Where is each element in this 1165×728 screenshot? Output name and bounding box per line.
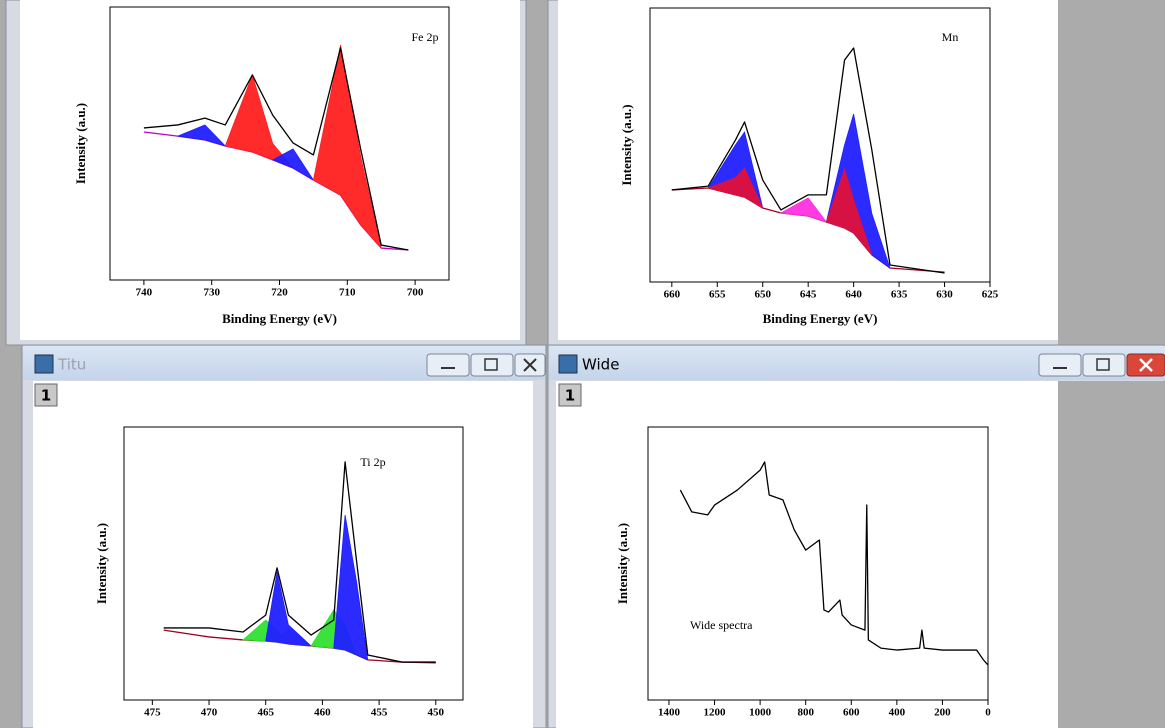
x-tick-label: 0 <box>985 707 991 719</box>
spectrum-line <box>143 47 409 251</box>
x-tick-label: 720 <box>271 287 288 299</box>
maximize-icon <box>484 358 498 371</box>
window-title: Titu <box>57 356 86 374</box>
minimize-button[interactable] <box>426 353 470 377</box>
x-axis-label: Binding Energy (eV) <box>222 311 337 326</box>
maximize-button[interactable] <box>1082 353 1126 377</box>
plot-frame <box>647 426 989 701</box>
window-content <box>556 381 1058 728</box>
x-tick-label: 465 <box>257 707 274 719</box>
window-title: Wide <box>582 356 619 374</box>
spectrum-line <box>163 461 436 663</box>
minimize-button[interactable] <box>1038 353 1082 377</box>
spectrum-line <box>671 47 945 274</box>
workspace <box>1058 0 1165 345</box>
window-content <box>33 381 533 728</box>
x-tick-label: 460 <box>314 707 331 719</box>
x-tick-label: 730 <box>203 287 220 299</box>
window-icon <box>558 354 578 374</box>
window-icon <box>34 354 54 374</box>
x-tick-label: 475 <box>144 707 161 719</box>
maximize-button[interactable] <box>470 353 514 377</box>
plot-frame <box>649 7 991 283</box>
x-tick-label: 450 <box>428 707 445 719</box>
y-axis-label: Intensity (a.u.) <box>619 104 634 185</box>
x-tick-label: 800 <box>797 707 814 719</box>
x-tick-label: 710 <box>339 287 356 299</box>
page-badge-label: 1 <box>41 387 51 405</box>
close-icon <box>1139 358 1153 372</box>
x-tick-label: 630 <box>936 289 953 301</box>
workspace <box>1058 381 1165 728</box>
annotation: Wide spectra <box>690 618 753 632</box>
annotation: Mn <box>942 30 959 44</box>
x-tick-label: 470 <box>201 707 218 719</box>
y-axis-label: Intensity (a.u.) <box>73 103 88 184</box>
x-tick-label: 200 <box>934 707 951 719</box>
y-axis-label: Intensity (a.u.) <box>94 523 109 604</box>
annotation: Fe 2p <box>412 30 439 44</box>
x-tick-label: 1400 <box>658 707 681 719</box>
x-tick-label: 635 <box>891 289 908 301</box>
maximize-icon <box>1096 358 1110 371</box>
component-peak <box>825 167 873 256</box>
x-tick-label: 740 <box>136 287 153 299</box>
x-tick-label: 455 <box>371 707 388 719</box>
component-peak <box>312 44 382 250</box>
component-peak <box>333 514 369 661</box>
page-badge[interactable] <box>34 383 58 407</box>
x-tick-label: 655 <box>709 289 726 301</box>
plot-frame <box>123 426 464 701</box>
x-tick-label: 700 <box>407 287 424 299</box>
x-tick-label: 1200 <box>704 707 727 719</box>
window-content <box>20 0 520 340</box>
y-axis-label: Intensity (a.u.) <box>615 523 630 604</box>
x-tick-label: 400 <box>889 707 906 719</box>
x-tick-label: 640 <box>845 289 862 301</box>
component-peak <box>706 167 764 210</box>
x-tick-label: 1000 <box>749 707 772 719</box>
x-tick-label: 600 <box>843 707 860 719</box>
x-tick-label: 660 <box>664 289 681 301</box>
x-axis-label: Binding Energy (eV) <box>763 311 878 326</box>
close-icon <box>523 358 537 372</box>
x-tick-label: 625 <box>982 289 999 301</box>
page-badge[interactable] <box>558 383 582 407</box>
page-badge-label: 1 <box>565 387 575 405</box>
x-tick-label: 645 <box>800 289 817 301</box>
x-tick-label: 650 <box>754 289 771 301</box>
annotation: Ti 2p <box>360 455 385 469</box>
spectrum-line <box>679 461 989 666</box>
